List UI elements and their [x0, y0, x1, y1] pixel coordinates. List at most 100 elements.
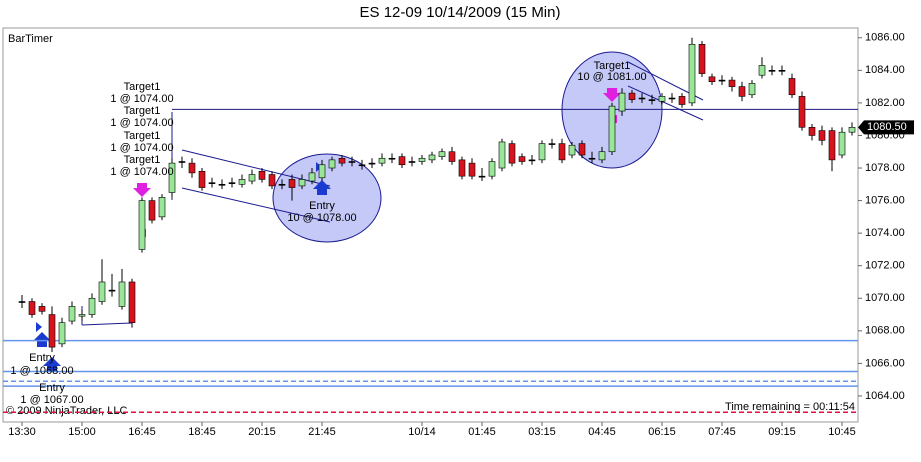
candle-body: [398, 156, 406, 166]
candle-body: [698, 43, 706, 74]
candle-body: [18, 301, 26, 303]
candle-body: [788, 78, 796, 96]
candle-body: [408, 161, 416, 163]
candle-body: [488, 161, 496, 177]
annotation: Entry: [309, 200, 335, 212]
candle-body: [358, 164, 366, 167]
candle-body: [328, 159, 336, 169]
candle-body: [278, 183, 286, 186]
annotation: Target1: [594, 60, 631, 72]
y-tick-label: 1082.00: [865, 97, 905, 109]
candle-body: [58, 322, 66, 345]
annotation: 1 @ 1074.00: [110, 117, 173, 129]
candle-body: [168, 162, 176, 193]
x-tick-label: 07:45: [708, 426, 736, 438]
y-tick-label: 1070.00: [865, 292, 905, 304]
candle-body: [98, 281, 106, 302]
candle-body: [218, 183, 226, 186]
candle-body: [438, 151, 446, 157]
candle-body: [568, 144, 576, 156]
candle-body: [828, 130, 836, 161]
candle-body: [498, 141, 506, 169]
y-tick-label: 1066.00: [865, 357, 905, 369]
y-tick-label: 1072.00: [865, 260, 905, 272]
candle-body: [248, 174, 256, 182]
x-tick-label: 21:45: [308, 426, 336, 438]
chart-title: ES 12-09 10/14/2009 (15 Min): [360, 4, 561, 21]
candle-body: [128, 281, 136, 323]
candle-body: [268, 174, 276, 187]
y-tick-label: 1076.00: [865, 194, 905, 206]
candle-body: [28, 301, 36, 315]
candle-body: [578, 143, 586, 156]
y-tick-label: 1074.00: [865, 227, 905, 239]
x-tick-label: 20:15: [248, 426, 276, 438]
candle-body: [108, 289, 116, 292]
candle-body: [388, 157, 396, 160]
candle-body: [658, 96, 666, 102]
candle-body: [528, 159, 536, 162]
candle-body: [678, 96, 686, 105]
x-tick-label: 06:15: [648, 426, 676, 438]
candle-body: [288, 179, 296, 188]
x-tick-label: 03:15: [528, 426, 556, 438]
candle-body: [638, 97, 646, 100]
candle-body: [338, 157, 346, 164]
candle-body: [798, 96, 806, 128]
candle-body: [88, 297, 96, 315]
candle-body: [428, 154, 436, 161]
candle-body: [608, 105, 616, 153]
candle-body: [258, 170, 266, 180]
candle-body: [38, 306, 46, 312]
candle-body: [318, 164, 326, 179]
x-tick-label: 15:00: [68, 426, 96, 438]
candle-body: [138, 200, 146, 250]
candle-body: [448, 151, 456, 162]
x-tick-label: 09:15: [768, 426, 796, 438]
annotation: Entry: [29, 352, 55, 364]
candle-body: [68, 306, 76, 322]
plot-frame: [2, 27, 859, 423]
candle-body: [708, 76, 716, 83]
x-tick-label: 01:45: [468, 426, 496, 438]
y-tick-label: 1086.00: [865, 32, 905, 44]
candle-body: [468, 162, 476, 177]
candle-body: [718, 79, 726, 82]
candle-body: [148, 200, 156, 221]
annotation: 10 @ 1078.00: [287, 212, 356, 224]
annotation: 1 @ 1067.00: [20, 394, 83, 406]
candle-body: [728, 79, 736, 87]
annotation: 1 @ 1074.00: [110, 166, 173, 178]
entry-ellipse: [272, 153, 382, 243]
x-tick-label: 10:45: [828, 426, 856, 438]
y-tick-label: 1084.00: [865, 64, 905, 76]
annotation: 1 @ 1068.00: [10, 365, 73, 377]
candle-body: [648, 99, 656, 101]
candle-body: [508, 143, 516, 164]
x-tick-label: 13:30: [8, 426, 36, 438]
candle-body: [688, 43, 696, 104]
copyright: © 2009 NinjaTrader, LLC: [6, 405, 127, 417]
annotation: Target1: [124, 105, 161, 117]
candle-body: [848, 127, 856, 133]
candle-body: [748, 83, 756, 96]
candle-body: [768, 70, 776, 72]
candle-body: [738, 86, 746, 97]
candle-body: [368, 162, 376, 165]
candle-body: [228, 182, 236, 184]
bar-timer: Time remaining = 00:11:54: [725, 401, 855, 413]
candle-body: [818, 130, 826, 141]
candle-body: [188, 162, 196, 174]
candle-body: [758, 65, 766, 76]
candle-body: [838, 131, 846, 156]
candle-body: [778, 70, 786, 72]
x-tick-label: 18:45: [188, 426, 216, 438]
candle-body: [538, 143, 546, 161]
annotation: 1 @ 1074.00: [110, 142, 173, 154]
candle-body: [238, 179, 246, 185]
y-tick-label: 1064.00: [865, 390, 905, 402]
candle-body: [518, 156, 526, 162]
annotation: Target1: [124, 130, 161, 142]
candle-body: [418, 157, 426, 162]
